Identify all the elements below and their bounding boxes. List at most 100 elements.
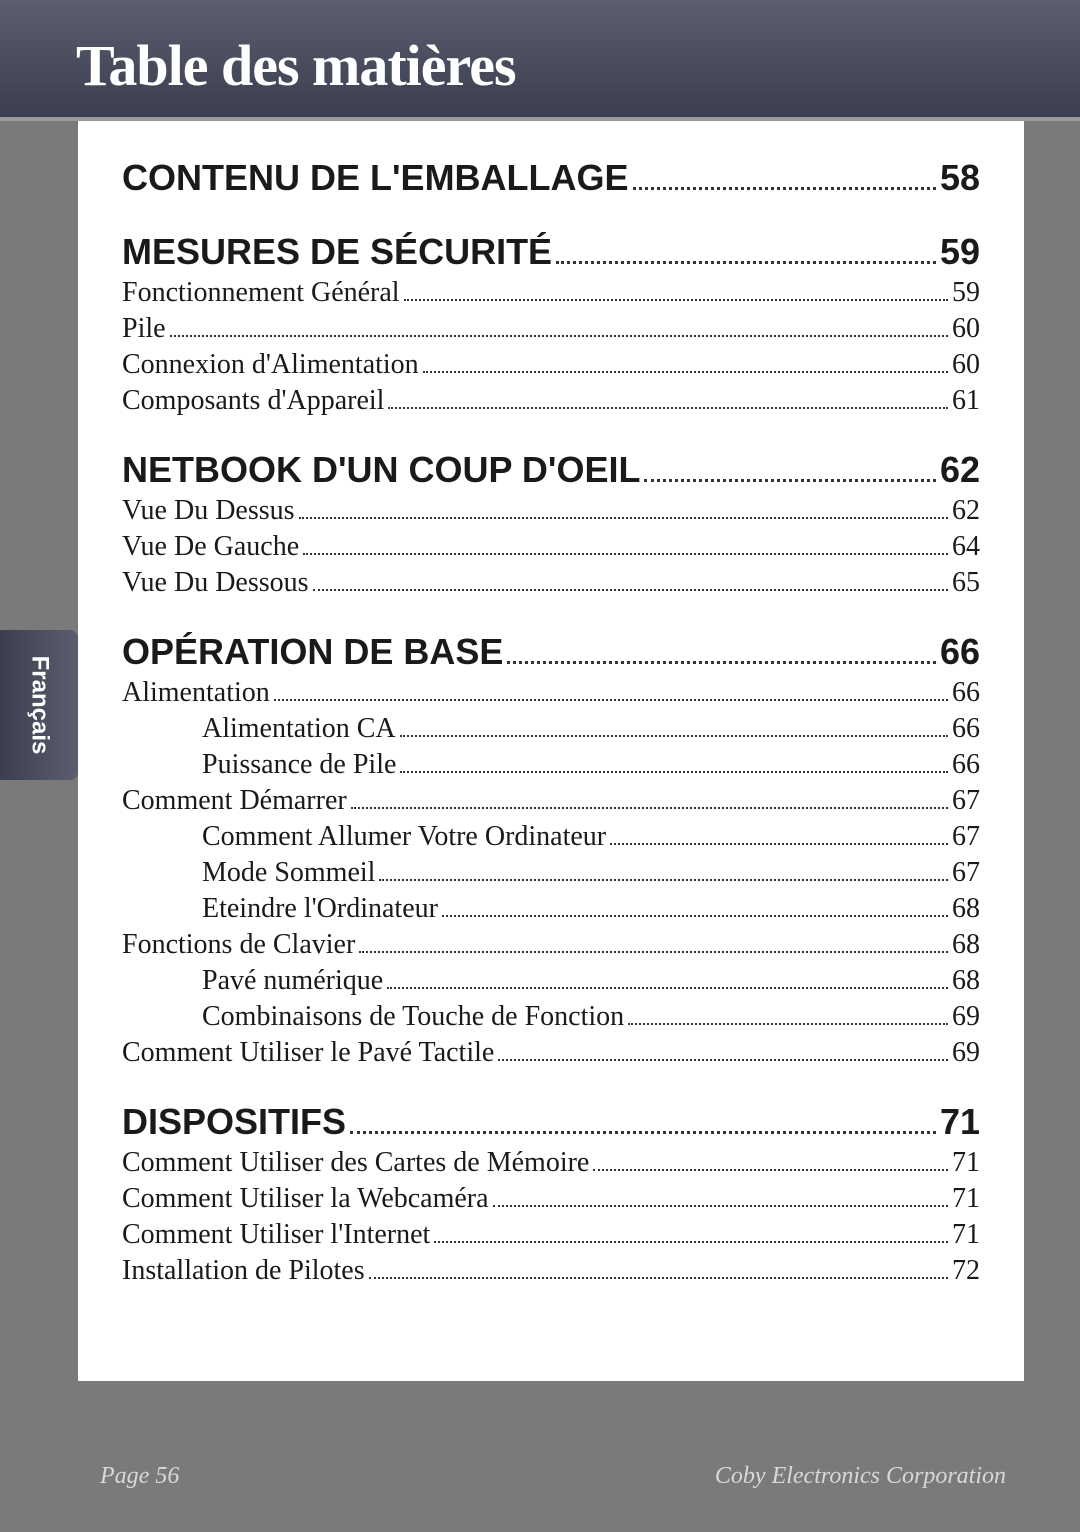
toc-section: MESURES DE SÉCURITÉ 59Fonctionnement Gén…	[122, 231, 980, 417]
toc-item-row: Comment Démarrer67	[122, 785, 980, 817]
toc-dots	[498, 1059, 948, 1061]
toc-heading-page: 59	[940, 231, 980, 273]
toc-item-page: 67	[952, 821, 980, 853]
header-band: Table des matières	[0, 0, 1080, 121]
toc-section: OPÉRATION DE BASE 66 Alimentation66 Alimen…	[122, 631, 980, 1069]
toc-item-page: 67	[952, 785, 980, 817]
toc-dots	[400, 735, 948, 737]
toc-heading-row: DISPOSITIFS 71	[122, 1101, 980, 1143]
toc-item-page: 62	[952, 495, 980, 527]
toc-item-row: Pile 60	[122, 313, 980, 345]
toc-item-label: Vue Du Dessous	[122, 567, 309, 599]
toc-dots	[299, 517, 948, 519]
toc-item-row: Alimentation CA 66	[122, 713, 980, 745]
toc-item-page: 67	[952, 857, 980, 889]
toc-item-row: Comment Utiliser l'Internet71	[122, 1219, 980, 1251]
toc-item-label: Puissance de Pile	[202, 749, 396, 781]
toc-item-row: Alimentation66	[122, 677, 980, 709]
toc-item-label: Pile	[122, 313, 166, 345]
toc-heading-row: OPÉRATION DE BASE 66	[122, 631, 980, 673]
toc-item-label: Comment Utiliser la Webcaméra	[122, 1183, 489, 1215]
toc-dots	[628, 1023, 948, 1025]
toc-dots	[400, 771, 948, 773]
toc-heading-row: NETBOOK D'UN COUP D'OEIL 62	[122, 449, 980, 491]
language-tab-label: Français	[25, 656, 53, 755]
toc-heading-page: 71	[940, 1101, 980, 1143]
toc-item-page: 59	[952, 277, 980, 309]
toc-dots	[313, 589, 948, 591]
toc-dots	[644, 479, 935, 482]
toc-dots	[350, 1131, 936, 1134]
toc-heading-page: 62	[940, 449, 980, 491]
page-footer: Page 56 Coby Electronics Corporation	[0, 1463, 1080, 1490]
toc-item-row: Pavé numérique68	[122, 965, 980, 997]
toc-dots	[633, 187, 936, 190]
toc-item-page: 66	[952, 713, 980, 745]
toc-item-page: 69	[952, 1001, 980, 1033]
toc-item-page: 71	[952, 1147, 980, 1179]
toc-item-page: 72	[952, 1255, 980, 1287]
toc-dots	[423, 371, 948, 373]
toc-item-label: Alimentation CA	[202, 713, 396, 745]
toc-dots	[404, 299, 948, 301]
toc-item-page: 61	[952, 385, 980, 417]
toc-item-page: 60	[952, 349, 980, 381]
toc-heading-row: CONTENU DE L'EMBALLAGE 58	[122, 157, 980, 199]
toc-item-row: Comment Utiliser des Cartes de Mémoire 71	[122, 1147, 980, 1179]
toc-item-label: Fonctionnement Général	[122, 277, 400, 309]
toc-heading-label: DISPOSITIFS	[122, 1101, 346, 1143]
toc-dots	[359, 951, 948, 953]
toc-item-label: Installation de Pilotes	[122, 1255, 365, 1287]
toc-item-row: Mode Sommeil 67	[122, 857, 980, 889]
toc-dots	[303, 553, 948, 555]
toc-item-label: Connexion d'Alimentation	[122, 349, 419, 381]
footer-page-number: Page 56	[100, 1463, 179, 1490]
toc-dots	[379, 879, 948, 881]
toc-dots	[593, 1169, 948, 1171]
toc-dots	[388, 407, 948, 409]
toc-item-label: Composants d'Appareil	[122, 385, 384, 417]
toc-item-row: Connexion d'Alimentation 60	[122, 349, 980, 381]
toc-heading-page: 58	[940, 157, 980, 199]
toc-item-row: Combinaisons de Touche de Fonction 69	[122, 1001, 980, 1033]
toc-dots	[610, 843, 948, 845]
toc-item-label: Combinaisons de Touche de Fonction	[202, 1001, 624, 1033]
toc-item-label: Vue Du Dessus	[122, 495, 295, 527]
toc-item-label: Comment Utiliser le Pavé Tactile	[122, 1037, 494, 1069]
toc-item-row: Eteindre l'Ordinateur 68	[122, 893, 980, 925]
toc-item-page: 65	[952, 567, 980, 599]
toc-item-page: 68	[952, 893, 980, 925]
toc-item-page: 66	[952, 749, 980, 781]
language-tab: Français	[0, 630, 78, 780]
toc-item-row: Fonctions de Clavier68	[122, 929, 980, 961]
toc-item-row: Comment Utiliser la Webcaméra 71	[122, 1183, 980, 1215]
toc-item-page: 71	[952, 1183, 980, 1215]
toc-item-page: 60	[952, 313, 980, 345]
toc-item-row: Fonctionnement Général 59	[122, 277, 980, 309]
toc-item-row: Installation de Pilotes 72	[122, 1255, 980, 1287]
toc-dots	[170, 335, 948, 337]
toc-heading-label: MESURES DE SÉCURITÉ	[122, 231, 552, 273]
toc-dots	[434, 1241, 948, 1243]
toc-section: NETBOOK D'UN COUP D'OEIL 62 Vue Du Dessus…	[122, 449, 980, 599]
toc-item-label: Eteindre l'Ordinateur	[202, 893, 438, 925]
footer-company: Coby Electronics Corporation	[715, 1463, 1006, 1490]
toc-dots	[369, 1277, 948, 1279]
toc-heading-label: CONTENU DE L'EMBALLAGE	[122, 157, 629, 199]
toc-dots	[493, 1205, 948, 1207]
toc-item-row: Puissance de Pile 66	[122, 749, 980, 781]
page-title: Table des matières	[76, 32, 1080, 99]
toc-item-row: Vue Du Dessous 65	[122, 567, 980, 599]
toc-item-row: Composants d'Appareil 61	[122, 385, 980, 417]
toc-item-label: Mode Sommeil	[202, 857, 375, 889]
toc-dots	[351, 807, 948, 809]
toc-section: CONTENU DE L'EMBALLAGE 58	[122, 157, 980, 199]
toc-item-label: Vue De Gauche	[122, 531, 299, 563]
toc-dots	[507, 661, 936, 664]
toc-item-label: Comment Utiliser des Cartes de Mémoire	[122, 1147, 589, 1179]
toc-heading-label: NETBOOK D'UN COUP D'OEIL	[122, 449, 640, 491]
toc-heading-label: OPÉRATION DE BASE	[122, 631, 503, 673]
toc-dots	[556, 261, 936, 264]
toc-content: CONTENU DE L'EMBALLAGE 58 MESURES DE SÉCU…	[78, 121, 1024, 1381]
toc-dots	[387, 987, 948, 989]
